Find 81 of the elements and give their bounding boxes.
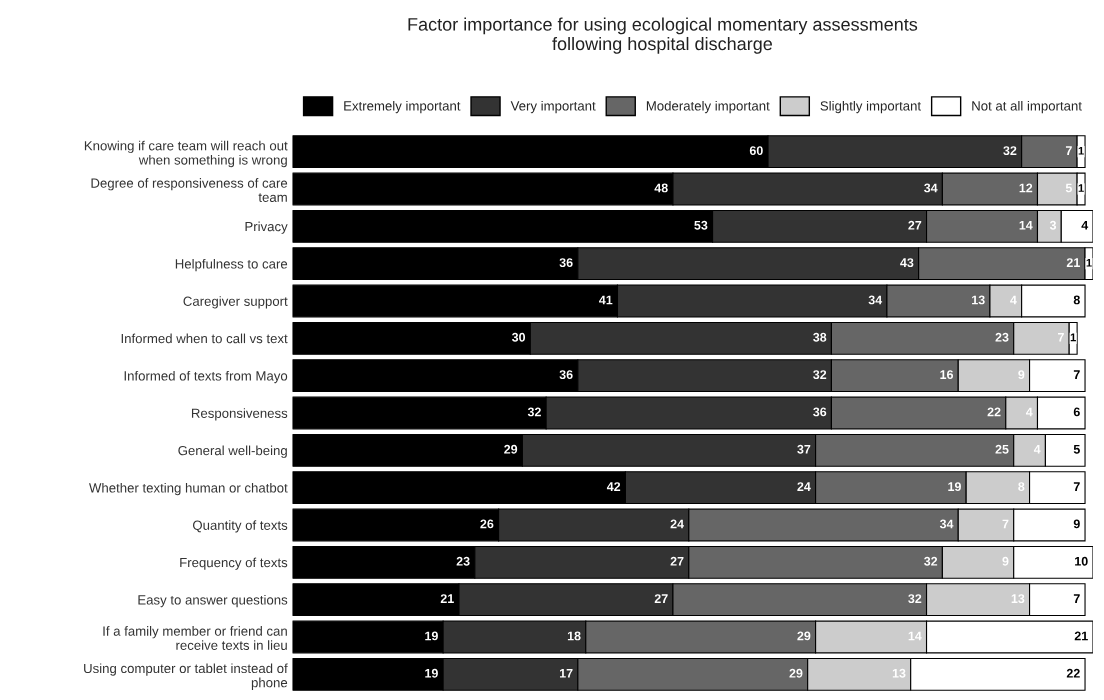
- data-label: 19: [425, 631, 438, 641]
- data-label: 34: [939, 519, 954, 529]
- data-label: 24: [797, 482, 811, 491]
- data-label: 9: [1073, 519, 1080, 529]
- data-label: 6: [1073, 407, 1080, 417]
- data-label: 1: [1070, 333, 1076, 342]
- data-label: 34: [924, 183, 938, 193]
- data-label: 60: [749, 146, 763, 156]
- data-label: 17: [559, 668, 573, 678]
- y-tick-label: Privacy: [245, 221, 288, 234]
- legend-label: Not at all important: [972, 100, 1082, 114]
- data-label: 37: [797, 444, 811, 454]
- data-label: 1: [1078, 146, 1084, 155]
- data-label: 7: [1073, 482, 1080, 491]
- data-label: 22: [987, 407, 1001, 417]
- data-label: 48: [654, 183, 668, 193]
- data-label: 21: [1074, 631, 1088, 641]
- data-label: 26: [480, 519, 494, 529]
- y-tick-label: Whether texting human or chatbot: [89, 482, 288, 496]
- data-label: 8: [1073, 295, 1080, 305]
- data-label: 5: [1073, 444, 1080, 454]
- data-label: 24: [670, 519, 684, 529]
- data-label: 7: [1065, 146, 1072, 155]
- data-label: 21: [440, 594, 454, 603]
- data-label: 25: [995, 444, 1009, 454]
- y-tick-label: Responsiveness: [191, 408, 288, 421]
- y-tick-label: Informed of texts from Mayo: [124, 370, 288, 384]
- data-label: 23: [456, 556, 470, 566]
- data-label: 36: [813, 407, 827, 417]
- data-label: 29: [797, 631, 811, 641]
- y-tick-label: General well-being: [178, 445, 287, 458]
- data-label: 42: [606, 482, 621, 491]
- data-label: 32: [527, 407, 541, 417]
- y-tick-label: Caregiver support: [183, 296, 288, 309]
- data-label: 18: [567, 631, 581, 641]
- data-label: 32: [813, 370, 827, 380]
- data-label: 22: [1066, 668, 1080, 678]
- data-label: 23: [995, 332, 1009, 342]
- data-label: 30: [511, 332, 526, 342]
- data-label: 32: [1003, 146, 1017, 156]
- data-label: 36: [559, 370, 573, 380]
- data-label: 29: [504, 444, 518, 454]
- data-label: 7: [1073, 370, 1080, 379]
- data-label: 41: [599, 295, 613, 305]
- data-label: 32: [908, 594, 922, 604]
- data-label: 27: [908, 220, 922, 230]
- y-tick-label: Knowing if care team will reach out when something is wrong: [84, 140, 288, 168]
- data-label: 7: [1073, 594, 1080, 603]
- y-tick-label: Informed when to call vs text: [121, 333, 288, 344]
- data-label: 4: [1081, 220, 1089, 230]
- data-label: 10: [1075, 556, 1088, 566]
- data-label: 53: [694, 220, 708, 230]
- data-label: 36: [559, 258, 573, 268]
- data-label: 32: [924, 556, 938, 566]
- legend-label: Moderately important: [646, 100, 770, 114]
- data-label: 43: [900, 258, 914, 268]
- y-tick-label: Helpfulness to care: [175, 258, 288, 272]
- data-label: 21: [1066, 258, 1080, 267]
- data-label: 19: [425, 668, 438, 678]
- data-label: 12: [1019, 183, 1033, 193]
- data-label: 29: [789, 668, 803, 678]
- y-tick-label: Frequency of texts: [180, 557, 288, 570]
- data-label: 27: [670, 556, 684, 566]
- data-label: 19: [948, 482, 961, 492]
- data-label: 1: [1086, 258, 1092, 267]
- data-label: 27: [654, 594, 668, 603]
- y-tick-label: Quantity of texts: [192, 520, 288, 533]
- legend-label: Extremely important: [344, 100, 461, 114]
- data-label: 14: [1019, 220, 1033, 230]
- y-tick-label: If a family member or friend can receive texts in lieu: [103, 626, 287, 650]
- chart-title: Factor importance for using ecological momentary assessments following hospital discharge: [408, 17, 918, 54]
- data-label: 16: [940, 370, 954, 380]
- y-tick-label: Degree of responsiveness of care team: [91, 178, 288, 202]
- legend-label: Very important: [510, 100, 596, 114]
- legend-label: Slightly important: [820, 100, 921, 114]
- data-label: 13: [972, 295, 985, 305]
- data-label: 34: [868, 295, 883, 305]
- data-label: 38: [813, 332, 827, 342]
- data-label: 1: [1078, 184, 1084, 192]
- y-tick-label: Using computer or tablet instead of phone: [84, 663, 288, 690]
- y-tick-label: Easy to answer questions: [138, 594, 288, 608]
